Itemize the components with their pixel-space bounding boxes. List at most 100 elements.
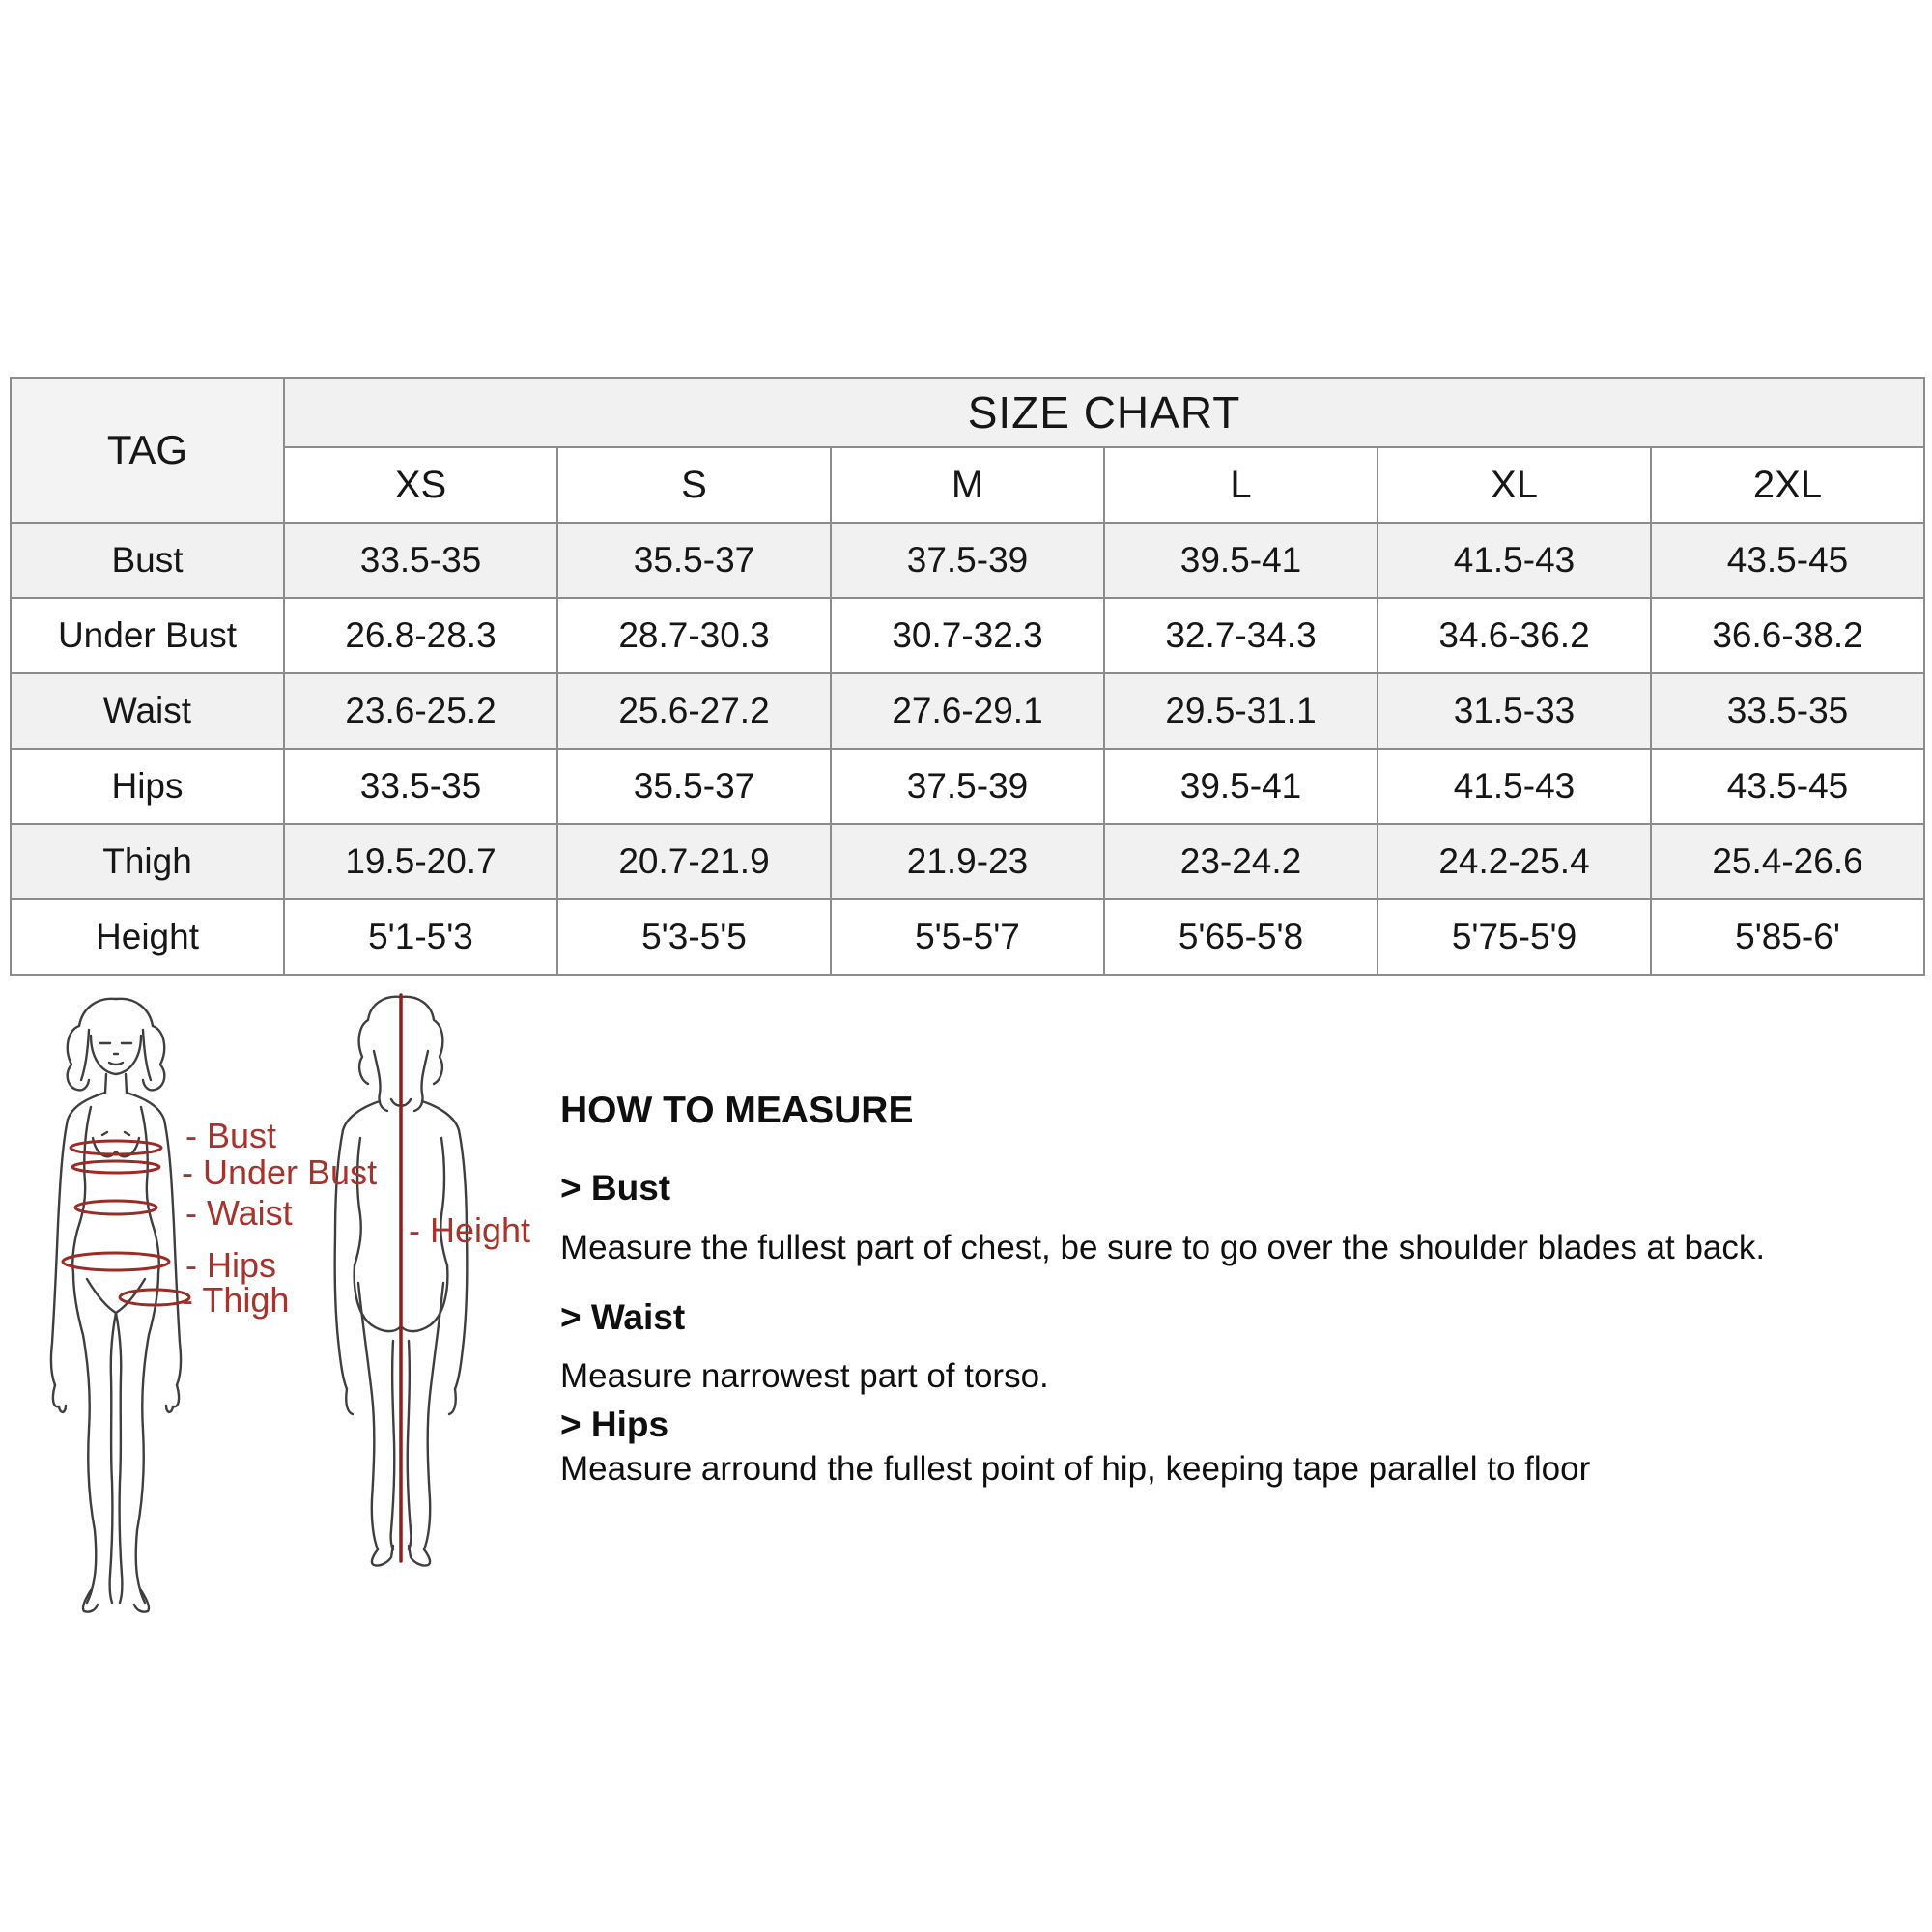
front-hands [51,1383,181,1414]
front-hair-left [66,997,118,1092]
front-torso-right [139,1105,160,1275]
cell-hips-xl: 41.5-43 [1377,748,1652,825]
size-col-xs: XS [283,446,558,524]
cell-bust-s: 35.5-37 [556,522,832,599]
cell-hips-m: 37.5-39 [830,748,1105,825]
cell-height-l: 5'65-5'8 [1103,898,1378,976]
back-shoulders [341,1099,461,1132]
under-bust-measure-line [71,1159,161,1175]
front-neck [103,1072,128,1094]
measure-heading-bust: > Bust [560,1167,671,1208]
cell-bust-xl: 41.5-43 [1377,522,1652,599]
cell-height-m: 5'5-5'7 [830,898,1105,976]
front-arm-left [49,1091,107,1387]
size-col-l: L [1103,446,1378,524]
label-thigh: - Thigh [182,1280,290,1320]
label-waist: - Waist [185,1193,293,1233]
front-face [89,1034,143,1076]
cell-underbust-m: 30.7-32.3 [830,597,1105,674]
measure-heading-waist: > Waist [560,1297,686,1338]
cell-bust-xs: 33.5-35 [283,522,558,599]
cell-hips-s: 35.5-37 [556,748,832,825]
measure-text-hips: Measure arround the fullest point of hip… [560,1450,1591,1489]
row-label-under-bust: Under Bust [10,597,285,674]
table-row-waist: Waist 23.6-25.2 25.6-27.2 27.6-29.1 29.5… [10,672,1926,750]
label-under-bust: - Under Bust [182,1152,378,1192]
label-height: - Height [409,1210,531,1250]
cell-thigh-xl: 24.2-25.4 [1377,823,1652,900]
cell-underbust-2xl: 36.6-38.2 [1649,597,1926,674]
cell-waist-xl: 31.5-33 [1377,672,1652,750]
cell-underbust-l: 32.7-34.3 [1103,597,1378,674]
size-header-row: XS S M L XL 2XL [11,446,1926,524]
table-row-hips: Hips 33.5-35 35.5-37 37.5-39 39.5-41 41.… [10,748,1926,825]
cell-waist-s: 25.6-27.2 [556,672,832,750]
cell-underbust-xl: 34.6-36.2 [1377,597,1652,674]
table-row-thigh: Thigh 19.5-20.7 20.7-21.9 21.9-23 23-24.… [10,823,1926,900]
back-hair-right [399,995,444,1086]
front-leg-right-outer [134,1271,160,1605]
measure-heading-hips: > Hips [560,1404,669,1444]
table-row-bust: Bust 33.5-35 35.5-37 37.5-39 39.5-41 41.… [10,522,1926,599]
back-arm-right [447,1128,469,1416]
cell-thigh-xs: 19.5-20.7 [283,823,558,900]
row-label-height: Height [10,898,285,976]
back-hair-left [357,995,403,1086]
size-chart-title: SIZE CHART [282,377,1926,448]
front-figure-illustration [49,997,191,1613]
size-col-s: S [556,446,832,524]
cell-underbust-xs: 26.8-28.3 [283,597,558,674]
cell-hips-l: 39.5-41 [1103,748,1378,825]
cell-thigh-l: 23-24.2 [1103,823,1378,900]
back-legs-inner [389,1339,412,1551]
back-leg-right-outer [422,1281,445,1551]
cell-hips-xs: 33.5-35 [283,748,558,825]
waist-measure-line [73,1199,158,1216]
cell-height-2xl: 5'85-6' [1649,898,1926,976]
table-row-height: Height 5'1-5'3 5'3-5'5 5'5-5'7 5'65-5'8 … [10,898,1926,976]
cell-waist-2xl: 33.5-35 [1649,672,1926,750]
cell-waist-xs: 23.6-25.2 [283,672,558,750]
how-to-measure-title: HOW TO MEASURE [560,1090,914,1131]
cell-bust-l: 39.5-41 [1103,522,1378,599]
size-col-xl: XL [1377,446,1652,524]
front-feet [81,1588,151,1613]
back-torso [353,1136,449,1267]
size-col-m: M [830,446,1105,524]
measure-text-waist: Measure narrowest part of torso. [560,1356,1049,1395]
label-bust: - Bust [185,1116,277,1155]
label-hips: - Hips [185,1245,277,1285]
back-feet [370,1544,432,1567]
tag-corner-header: TAG [10,377,285,524]
how-to-measure-section: HOW TO MEASURE > Bust Measure the fulles… [560,1090,1913,1490]
bust-measure-line [69,1139,163,1156]
front-leg-left-inner [108,1311,118,1605]
back-arm-left [333,1128,355,1416]
row-label-hips: Hips [10,748,285,825]
cell-waist-l: 29.5-31.1 [1103,672,1378,750]
front-leg-right-inner [114,1311,124,1605]
cell-bust-m: 37.5-39 [830,522,1105,599]
cell-height-xs: 5'1-5'3 [283,898,558,976]
cell-height-xl: 5'75-5'9 [1377,898,1652,976]
thigh-measure-line [118,1288,191,1307]
cell-waist-m: 27.6-29.1 [830,672,1105,750]
back-leg-left-outer [356,1281,380,1551]
size-chart-table: TAG SIZE CHART XS S M L XL 2XL Bust 33.5… [10,377,1926,976]
cell-bust-2xl: 43.5-45 [1649,522,1926,599]
front-bikini [85,1277,147,1315]
hips-measure-line [61,1251,171,1272]
cell-height-s: 5'3-5'5 [556,898,832,976]
row-label-thigh: Thigh [10,823,285,900]
cell-hips-2xl: 43.5-45 [1649,748,1926,825]
cell-thigh-2xl: 25.4-26.6 [1649,823,1926,900]
front-arm-right [125,1091,183,1387]
measure-text-bust: Measure the fullest part of chest, be su… [560,1229,1766,1267]
cell-thigh-s: 20.7-21.9 [556,823,832,900]
cell-thigh-m: 21.9-23 [830,823,1105,900]
row-label-waist: Waist [10,672,285,750]
cell-underbust-s: 28.7-30.3 [556,597,832,674]
front-face-features [99,1041,133,1066]
size-col-2xl: 2XL [1649,446,1926,524]
